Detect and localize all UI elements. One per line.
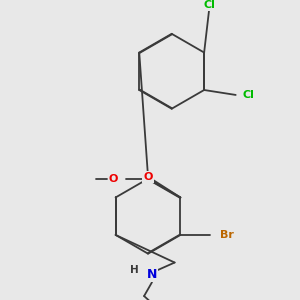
Text: H: H: [130, 266, 139, 275]
Text: O: O: [143, 172, 153, 182]
Text: Br: Br: [220, 230, 234, 240]
Text: Cl: Cl: [203, 0, 215, 10]
Text: O: O: [143, 172, 153, 182]
Text: O: O: [109, 174, 118, 184]
Text: Cl: Cl: [243, 90, 254, 100]
Text: N: N: [147, 268, 157, 281]
